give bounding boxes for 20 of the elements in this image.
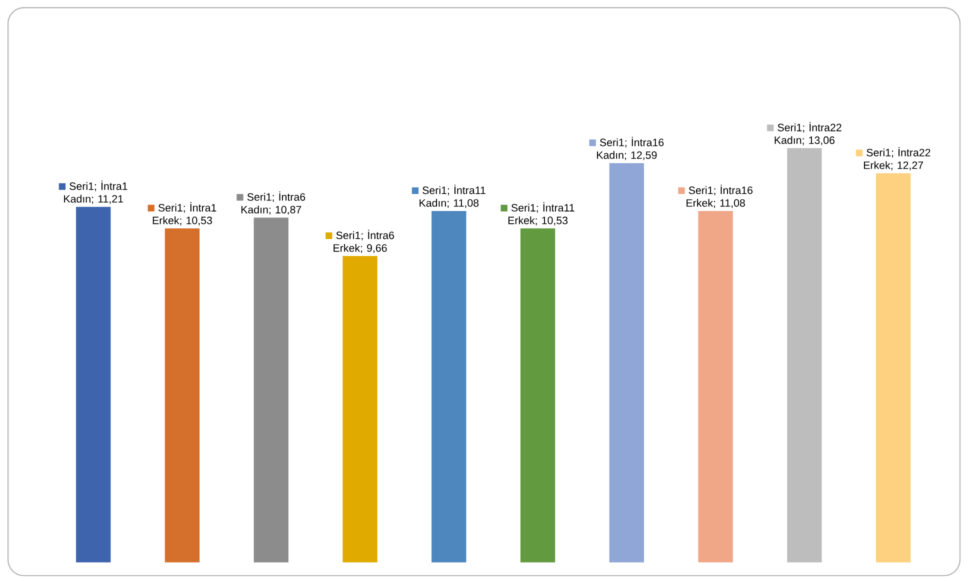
data-label: Seri1; İntra16 Kadın; 12,59 xyxy=(597,136,664,160)
bar xyxy=(698,210,733,562)
data-label: Seri1; İntra16 Erkek; 11,08 xyxy=(686,184,753,208)
data-label: Seri1; İntra22 Kadın; 13,06 xyxy=(774,122,842,146)
data-label: Seri1; İntra6 Kadın; 10,87 xyxy=(241,191,306,215)
data-label: Seri1; İntra1 Erkek; 10,53 xyxy=(152,202,216,226)
bar xyxy=(76,206,111,562)
bar xyxy=(520,228,556,562)
data-label: Seri1; İntra11 Erkek; 10,53 xyxy=(508,202,574,226)
bar xyxy=(609,163,644,562)
bar xyxy=(254,218,288,562)
bar xyxy=(342,256,378,562)
bar xyxy=(876,173,911,562)
data-label: Seri1; İntra6 Erkek; 9,66 xyxy=(334,230,394,254)
data-label: Seri1; İntra1 Kadın; 11,21 xyxy=(64,180,128,204)
data-label: Seri1; İntra11 Kadın; 11,08 xyxy=(420,184,486,208)
data-label: Seri1; İntra22 Erkek; 12,27 xyxy=(864,147,930,170)
bar xyxy=(164,228,200,562)
bar xyxy=(787,148,822,562)
bar xyxy=(432,210,466,562)
